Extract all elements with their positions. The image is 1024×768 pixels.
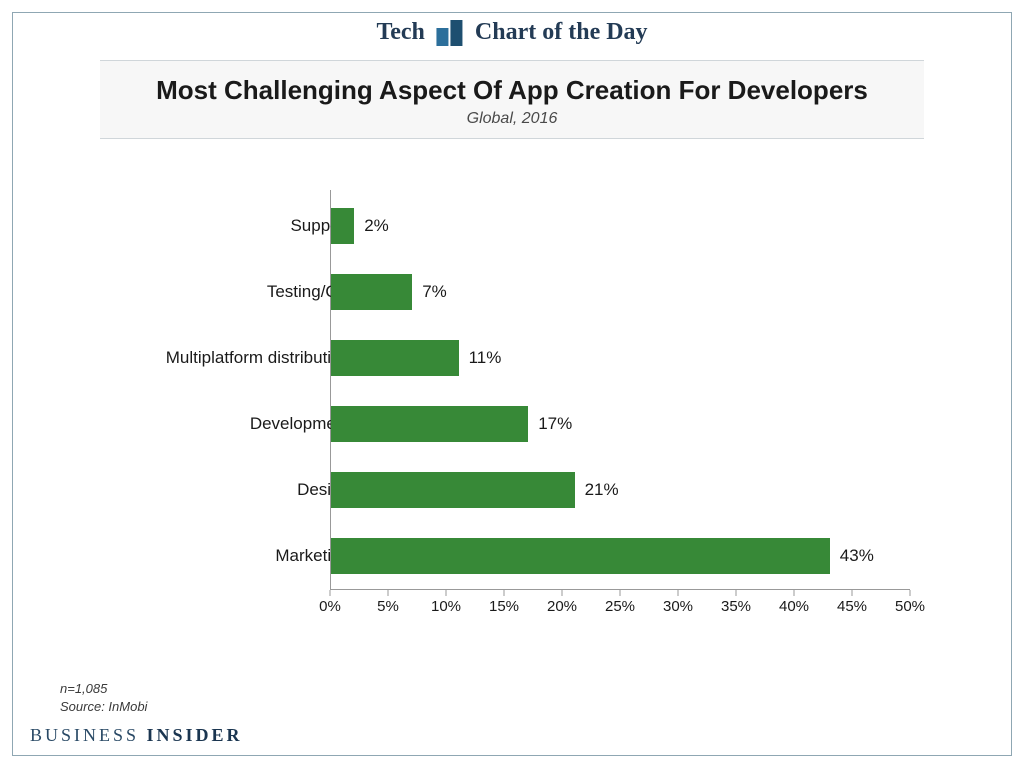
x-tick: 50%	[910, 590, 911, 596]
footnote-source: Source: InMobi	[60, 698, 147, 716]
title-block: Most Challenging Aspect Of App Creation …	[100, 60, 924, 139]
x-tick-label: 40%	[779, 598, 809, 615]
bar-row: Support2%	[80, 208, 940, 244]
x-tick-label: 15%	[489, 598, 519, 615]
x-tick: 30%	[678, 590, 679, 596]
x-tick: 25%	[620, 590, 621, 596]
bar-row: Multiplatform distribution 11%	[80, 340, 940, 376]
brand-word1: BUSINESS	[30, 725, 139, 745]
brand-logo: BUSINESS INSIDER	[30, 725, 243, 746]
bar-value-label: 2%	[364, 216, 389, 236]
bar	[331, 208, 354, 244]
footnotes: n=1,085 Source: InMobi	[60, 680, 147, 716]
x-tick: 15%	[504, 590, 505, 596]
x-tick-label: 5%	[377, 598, 399, 615]
x-tick-label: 30%	[663, 598, 693, 615]
bar-value-label: 11%	[469, 348, 502, 368]
x-tick-label: 10%	[431, 598, 461, 615]
header-band: Tech Chart of the Day	[376, 18, 647, 46]
plot-axes	[330, 190, 910, 590]
bar	[331, 538, 830, 574]
bar-row: Testing/QA7%	[80, 274, 940, 310]
bar-value-label: 17%	[538, 414, 572, 434]
x-tick-label: 0%	[319, 598, 341, 615]
bar	[331, 406, 528, 442]
x-tick: 0%	[330, 590, 331, 596]
x-tick-label: 20%	[547, 598, 577, 615]
chart-plot: Support2% Testing/QA7% Multiplatform distr…	[80, 190, 940, 630]
bar-row: Development17%	[80, 406, 940, 442]
bar	[331, 274, 412, 310]
footnote-sample: n=1,085	[60, 680, 147, 698]
bar-category-label: Multiplatform distribution	[166, 348, 350, 368]
bar	[331, 472, 575, 508]
x-tick: 10%	[446, 590, 447, 596]
brand-word2: INSIDER	[147, 725, 243, 745]
bar-row: Design21%	[80, 472, 940, 508]
bar-value-label: 43%	[840, 546, 874, 566]
x-tick: 35%	[736, 590, 737, 596]
x-tick-label: 50%	[895, 598, 925, 615]
bar-row: Marketing43%	[80, 538, 940, 574]
chart-title: Most Challenging Aspect Of App Creation …	[110, 75, 914, 106]
x-tick-label: 25%	[605, 598, 635, 615]
x-tick-label: 45%	[837, 598, 867, 615]
x-tick: 45%	[852, 590, 853, 596]
x-tick: 20%	[562, 590, 563, 596]
x-tick: 40%	[794, 590, 795, 596]
bar	[331, 340, 459, 376]
header-cod-label: Chart of the Day	[475, 19, 648, 46]
chart-subtitle: Global, 2016	[110, 110, 914, 128]
bar-value-label: 7%	[422, 282, 447, 302]
x-tick: 5%	[388, 590, 389, 596]
x-tick-label: 35%	[721, 598, 751, 615]
header-tech-label: Tech	[376, 19, 424, 46]
bar-chart-icon	[437, 18, 463, 46]
bar-value-label: 21%	[585, 480, 619, 500]
